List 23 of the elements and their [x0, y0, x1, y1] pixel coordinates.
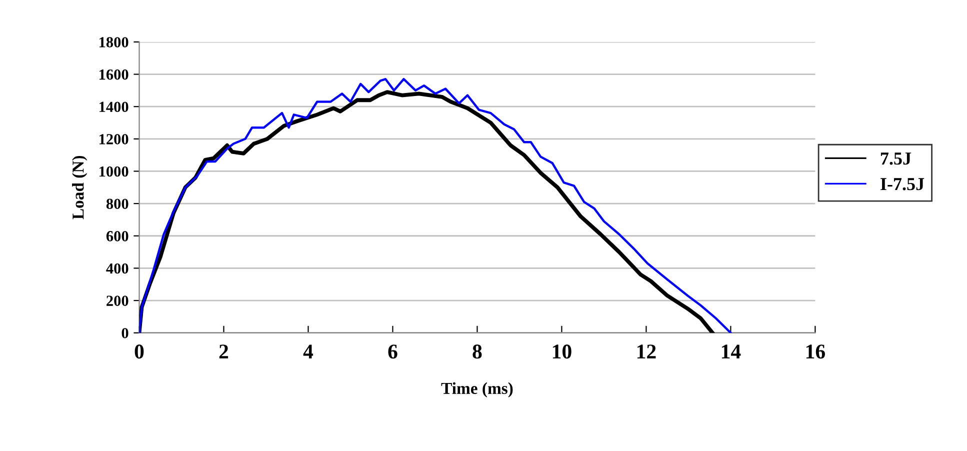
y-tick-label: 800 — [106, 198, 128, 209]
legend-label: I-7.5J — [880, 178, 924, 190]
y-tick-label: 1600 — [100, 69, 128, 80]
y-tick-label: 200 — [106, 296, 128, 306]
x-tick-label: 10 — [552, 344, 572, 359]
y-tick-label: 1000 — [100, 166, 128, 177]
x-tick-label: 0 — [134, 344, 144, 359]
x-axis-title: Time (ms) — [441, 382, 513, 398]
x-tick-label: 8 — [472, 344, 482, 359]
x-tick-label: 6 — [388, 344, 398, 359]
y-tick-label: 1800 — [100, 37, 128, 48]
y-tick-label: 400 — [106, 263, 128, 274]
y-tick-label: 0 — [122, 328, 128, 338]
y-axis-title: Load (N) — [72, 156, 88, 220]
y-tick-label: 600 — [106, 231, 128, 242]
y-tick-label: 1400 — [100, 102, 128, 112]
x-tick-label: 14 — [722, 344, 741, 358]
x-tick-label: 2 — [219, 344, 228, 358]
x-tick-label: 16 — [806, 344, 825, 359]
x-tick-label: 12 — [637, 344, 656, 358]
x-tick-label: 4 — [303, 344, 314, 358]
y-tick-label: 1200 — [100, 134, 128, 144]
legend-label: 7.5J — [880, 152, 912, 165]
